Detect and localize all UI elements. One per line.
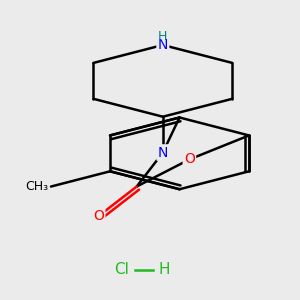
Text: CH₃: CH₃ <box>25 180 48 193</box>
Text: O: O <box>184 152 195 167</box>
Text: H: H <box>159 262 170 278</box>
Text: N: N <box>158 146 168 160</box>
Text: Cl: Cl <box>114 262 129 278</box>
Text: H: H <box>158 29 167 43</box>
Text: N: N <box>158 38 168 52</box>
Text: O: O <box>93 209 104 223</box>
